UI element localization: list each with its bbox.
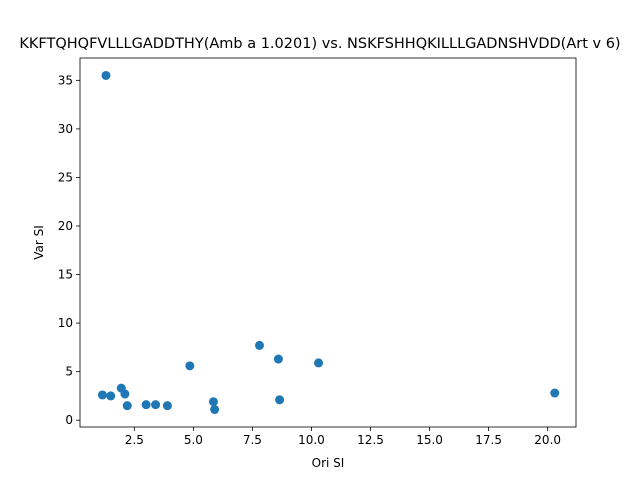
plot-area — [79, 57, 577, 428]
data-point — [97, 390, 107, 400]
data-point — [275, 395, 285, 405]
data-points — [97, 70, 560, 415]
y-tick-label: 5 — [65, 365, 73, 379]
y-tick-label: 30 — [58, 122, 73, 136]
x-tick-label: 20.0 — [534, 433, 561, 447]
y-tick-label: 10 — [58, 316, 73, 330]
x-axis: 2.5 5.0 7.5 10.0 12.5 15.0 17.5 20.0 — [125, 427, 561, 447]
data-point — [141, 400, 151, 410]
chart-title: KKFTQHQFVLLLGADDTHY(Amb a 1.0201) vs. NS… — [19, 36, 620, 52]
data-point — [210, 405, 220, 415]
x-tick-label: 2.5 — [125, 433, 144, 447]
y-tick-label: 35 — [58, 73, 73, 87]
x-axis-label: Ori SI — [312, 456, 345, 470]
data-point — [273, 354, 283, 364]
y-tick-label: 25 — [58, 170, 73, 184]
y-tick-label: 15 — [58, 268, 73, 282]
y-tick-label: 0 — [65, 413, 73, 427]
data-point — [314, 358, 324, 368]
data-point — [185, 361, 195, 371]
data-point — [151, 400, 161, 410]
y-axis: 0 5 10 15 20 25 30 35 — [58, 73, 80, 427]
x-tick-label: 7.5 — [243, 433, 262, 447]
data-point — [162, 401, 172, 411]
x-tick-label: 12.5 — [357, 433, 384, 447]
data-point — [208, 397, 218, 407]
y-axis-label: Var SI — [32, 225, 46, 260]
data-point — [120, 389, 130, 399]
y-tick-label: 20 — [58, 219, 73, 233]
data-point — [550, 388, 560, 398]
data-point — [122, 401, 132, 411]
data-point — [106, 391, 116, 401]
x-tick-label: 10.0 — [298, 433, 325, 447]
x-tick-label: 17.5 — [475, 433, 502, 447]
data-point — [101, 70, 111, 80]
x-tick-label: 15.0 — [416, 433, 443, 447]
data-point — [255, 340, 265, 350]
x-tick-label: 5.0 — [184, 433, 203, 447]
